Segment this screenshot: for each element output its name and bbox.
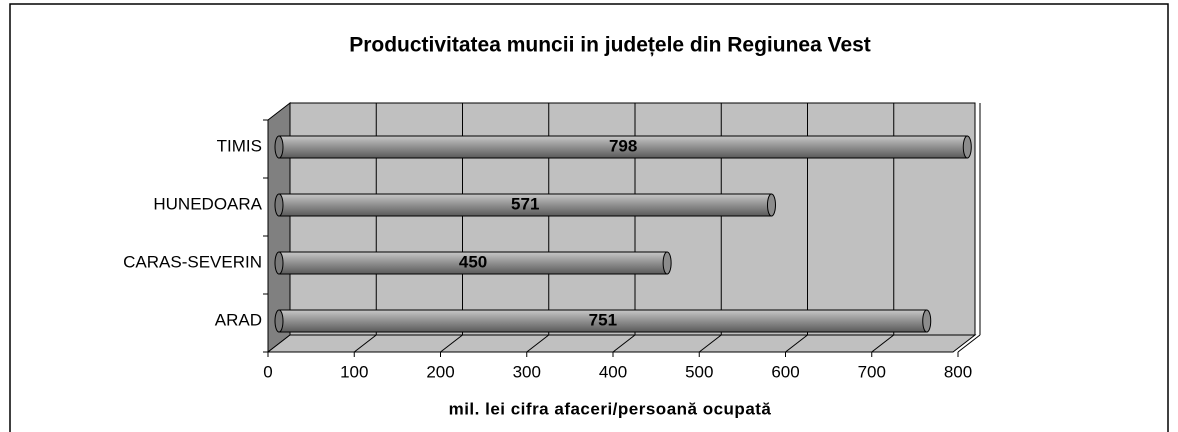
value-label: 450 (459, 252, 487, 271)
x-tick-label: 700 (858, 362, 886, 381)
x-axis-label: mil. lei cifra afaceri/persoană ocupată (449, 399, 772, 418)
grid-line (957, 334, 981, 353)
bar-end-cap (662, 251, 672, 275)
grid-line (353, 334, 377, 353)
grid-line (612, 334, 636, 353)
bar-end-cap (766, 193, 776, 217)
y-tick-label: ARAD (215, 310, 262, 329)
value-label: 751 (589, 310, 617, 329)
bar-start-cap (274, 135, 284, 159)
bar-start-cap (274, 193, 284, 217)
grid-line (698, 334, 722, 353)
x-tick-label: 100 (340, 362, 368, 381)
bar-end-cap (922, 309, 932, 333)
x-tick-label: 0 (263, 362, 272, 381)
y-tick-label: HUNEDOARA (153, 194, 262, 213)
y-tick-label: TIMIS (217, 136, 262, 155)
x-tick-label: 400 (599, 362, 627, 381)
bar-start-cap (274, 251, 284, 275)
grid-line (440, 334, 463, 353)
floor (266, 334, 977, 353)
chart-title: Productivitatea muncii in județele din R… (349, 34, 871, 57)
grid-line (785, 334, 808, 353)
grid-line (526, 334, 550, 353)
x-tick-label: 500 (685, 362, 713, 381)
y-tick-label: CARAS-SEVERIN (123, 252, 262, 271)
value-label: 571 (511, 194, 539, 213)
x-tick-label: 800 (944, 362, 972, 381)
x-tick-label: 600 (771, 362, 799, 381)
bar-end-cap (962, 135, 972, 159)
value-label: 798 (609, 136, 637, 155)
x-tick-label: 200 (426, 362, 454, 381)
x-tick-label: 300 (513, 362, 541, 381)
bar-start-cap (274, 309, 284, 333)
grid-line (871, 334, 895, 353)
